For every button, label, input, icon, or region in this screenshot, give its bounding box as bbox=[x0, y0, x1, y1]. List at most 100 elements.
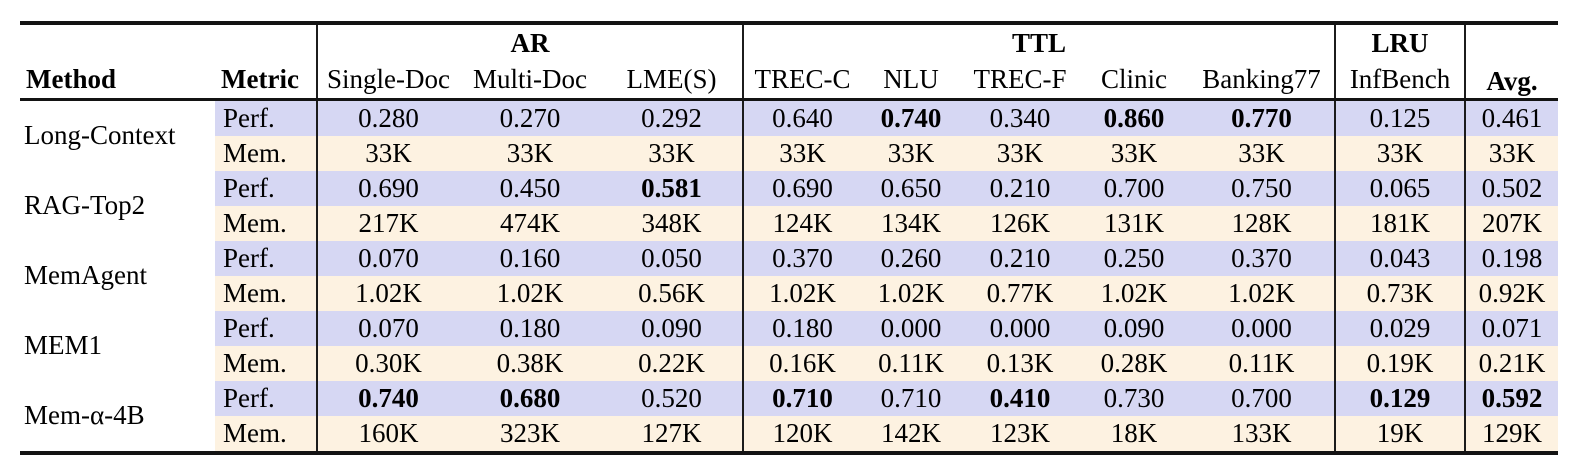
metric-label: Perf. bbox=[215, 97, 318, 136]
metric-label: Perf. bbox=[215, 240, 318, 276]
value-cell: 0.160 bbox=[459, 240, 601, 276]
col-header-nlu: NLU bbox=[861, 60, 962, 99]
value-cell: 123K bbox=[961, 415, 1080, 453]
value-cell: 127K bbox=[601, 415, 745, 453]
value-cell: 0.11K bbox=[1189, 345, 1337, 381]
mem-row: Mem. 217K 474K 348K 124K 134K 126K 131K 128K 181K… bbox=[20, 205, 1559, 241]
value-cell: 0.129 bbox=[1335, 380, 1467, 416]
method-name: MemAgent bbox=[20, 240, 215, 311]
value-cell: 348K bbox=[601, 205, 745, 241]
avg-value-cell: 0.21K bbox=[1465, 345, 1559, 381]
value-cell: 0.710 bbox=[861, 380, 962, 416]
value-cell: 33K bbox=[743, 135, 862, 171]
avg-value-cell: 207K bbox=[1465, 205, 1559, 241]
value-cell: 0.28K bbox=[1079, 345, 1190, 381]
value-cell: 0.860 bbox=[1079, 97, 1190, 136]
perf-row: MEM1 Perf. 0.070 0.180 0.090 0.180 0.000 0.000 0… bbox=[20, 310, 1559, 381]
value-cell: 0.050 bbox=[601, 240, 745, 276]
value-cell: 0.000 bbox=[961, 310, 1080, 346]
value-cell: 0.090 bbox=[601, 310, 745, 346]
value-cell: 33K bbox=[1079, 135, 1190, 171]
avg-value-cell: 0.071 bbox=[1465, 310, 1559, 346]
value-cell: 124K bbox=[743, 205, 862, 241]
value-cell: 0.043 bbox=[1335, 240, 1467, 276]
value-cell: 0.700 bbox=[1079, 170, 1190, 206]
value-cell: 0.740 bbox=[861, 97, 962, 136]
value-cell: 0.650 bbox=[861, 170, 962, 206]
metric-label: Mem. bbox=[215, 275, 318, 311]
value-cell: 0.520 bbox=[601, 380, 745, 416]
value-cell: 0.11K bbox=[861, 345, 962, 381]
value-cell: 0.029 bbox=[1335, 310, 1467, 346]
value-cell: 1.02K bbox=[1189, 275, 1337, 311]
value-cell: 0.38K bbox=[459, 345, 601, 381]
value-cell: 33K bbox=[961, 135, 1080, 171]
value-cell: 0.210 bbox=[961, 170, 1080, 206]
value-cell: 142K bbox=[861, 415, 962, 453]
value-cell: 1.02K bbox=[861, 275, 962, 311]
value-cell: 0.56K bbox=[601, 275, 745, 311]
value-cell: 134K bbox=[861, 205, 962, 241]
method-name: Mem-α-4B bbox=[20, 380, 215, 453]
col-header-multi-doc: Multi-Doc bbox=[459, 60, 601, 99]
value-cell: 0.700 bbox=[1189, 380, 1337, 416]
value-cell: 160K bbox=[317, 415, 459, 453]
value-cell: 0.750 bbox=[1189, 170, 1337, 206]
value-cell: 0.640 bbox=[743, 97, 862, 136]
avg-value-cell: 129K bbox=[1465, 415, 1559, 453]
mem-row: Mem. 1.02K 1.02K 0.56K 1.02K 1.02K 0.77K 1.02K 1… bbox=[20, 275, 1559, 311]
value-cell: 33K bbox=[317, 135, 459, 171]
mem-row: Mem. 33K 33K 33K 33K 33K 33K 33K 33K 33K 33K bbox=[20, 135, 1559, 171]
value-cell: 0.13K bbox=[961, 345, 1080, 381]
value-cell: 0.000 bbox=[861, 310, 962, 346]
value-cell: 0.180 bbox=[743, 310, 862, 346]
value-cell: 1.02K bbox=[743, 275, 862, 311]
perf-row: RAG-Top2 Perf. 0.690 0.450 0.581 0.690 0.650 0.… bbox=[20, 170, 1559, 241]
col-header-trec-f: TREC-F bbox=[961, 60, 1080, 99]
col-header-clinic: Clinic bbox=[1079, 60, 1190, 99]
value-cell: 0.581 bbox=[601, 170, 745, 206]
value-cell: 33K bbox=[1335, 135, 1467, 171]
metric-label: Perf. bbox=[215, 380, 318, 416]
value-cell: 0.070 bbox=[317, 310, 459, 346]
value-cell: 0.065 bbox=[1335, 170, 1467, 206]
value-cell: 474K bbox=[459, 205, 601, 241]
mem-row: Mem. 160K 323K 127K 120K 142K 123K 18K 133K 19K 12… bbox=[20, 415, 1559, 453]
value-cell: 0.740 bbox=[317, 380, 459, 416]
value-cell: 0.370 bbox=[743, 240, 862, 276]
value-cell: 33K bbox=[601, 135, 745, 171]
col-header-trec-c: TREC-C bbox=[742, 60, 862, 99]
avg-value-cell: 0.461 bbox=[1465, 97, 1559, 136]
mem-row: Mem. 0.30K 0.38K 0.22K 0.16K 0.11K 0.13K 0.28K 0… bbox=[20, 345, 1559, 381]
value-cell: 217K bbox=[317, 205, 459, 241]
perf-row: Long-Context Perf. 0.280 0.270 0.292 0.640 0.7… bbox=[20, 97, 1559, 171]
value-cell: 1.02K bbox=[317, 275, 459, 311]
value-cell: 0.250 bbox=[1079, 240, 1190, 276]
table-header: Method Metric AR TTL LRU Avg. Single-Doc… bbox=[20, 23, 1559, 99]
value-cell: 33K bbox=[1189, 135, 1337, 171]
value-cell: 0.22K bbox=[601, 345, 745, 381]
value-cell: 120K bbox=[743, 415, 862, 453]
method-name: RAG-Top2 bbox=[20, 170, 215, 241]
group-header-lru: LRU bbox=[1334, 23, 1467, 60]
value-cell: 18K bbox=[1079, 415, 1190, 453]
results-table: Method Metric AR TTL LRU Avg. Single-Doc… bbox=[20, 21, 1559, 455]
value-cell: 0.450 bbox=[459, 170, 601, 206]
value-cell: 1.02K bbox=[1079, 275, 1190, 311]
value-cell: 0.125 bbox=[1335, 97, 1467, 136]
value-cell: 0.73K bbox=[1335, 275, 1467, 311]
value-cell: 33K bbox=[861, 135, 962, 171]
perf-row: MemAgent Perf. 0.070 0.160 0.050 0.370 0.260 0.… bbox=[20, 240, 1559, 311]
value-cell: 0.260 bbox=[861, 240, 962, 276]
value-cell: 0.180 bbox=[459, 310, 601, 346]
value-cell: 0.710 bbox=[743, 380, 862, 416]
metric-label: Mem. bbox=[215, 135, 318, 171]
value-cell: 0.410 bbox=[961, 380, 1080, 416]
table-body: Long-Context Perf. 0.280 0.270 0.292 0.640 0.7… bbox=[20, 97, 1559, 453]
metric-label: Perf. bbox=[215, 170, 318, 206]
group-header-ttl: TTL bbox=[742, 23, 1336, 60]
avg-value-cell: 0.92K bbox=[1465, 275, 1559, 311]
value-cell: 0.680 bbox=[459, 380, 601, 416]
value-cell: 0.730 bbox=[1079, 380, 1190, 416]
value-cell: 128K bbox=[1189, 205, 1337, 241]
